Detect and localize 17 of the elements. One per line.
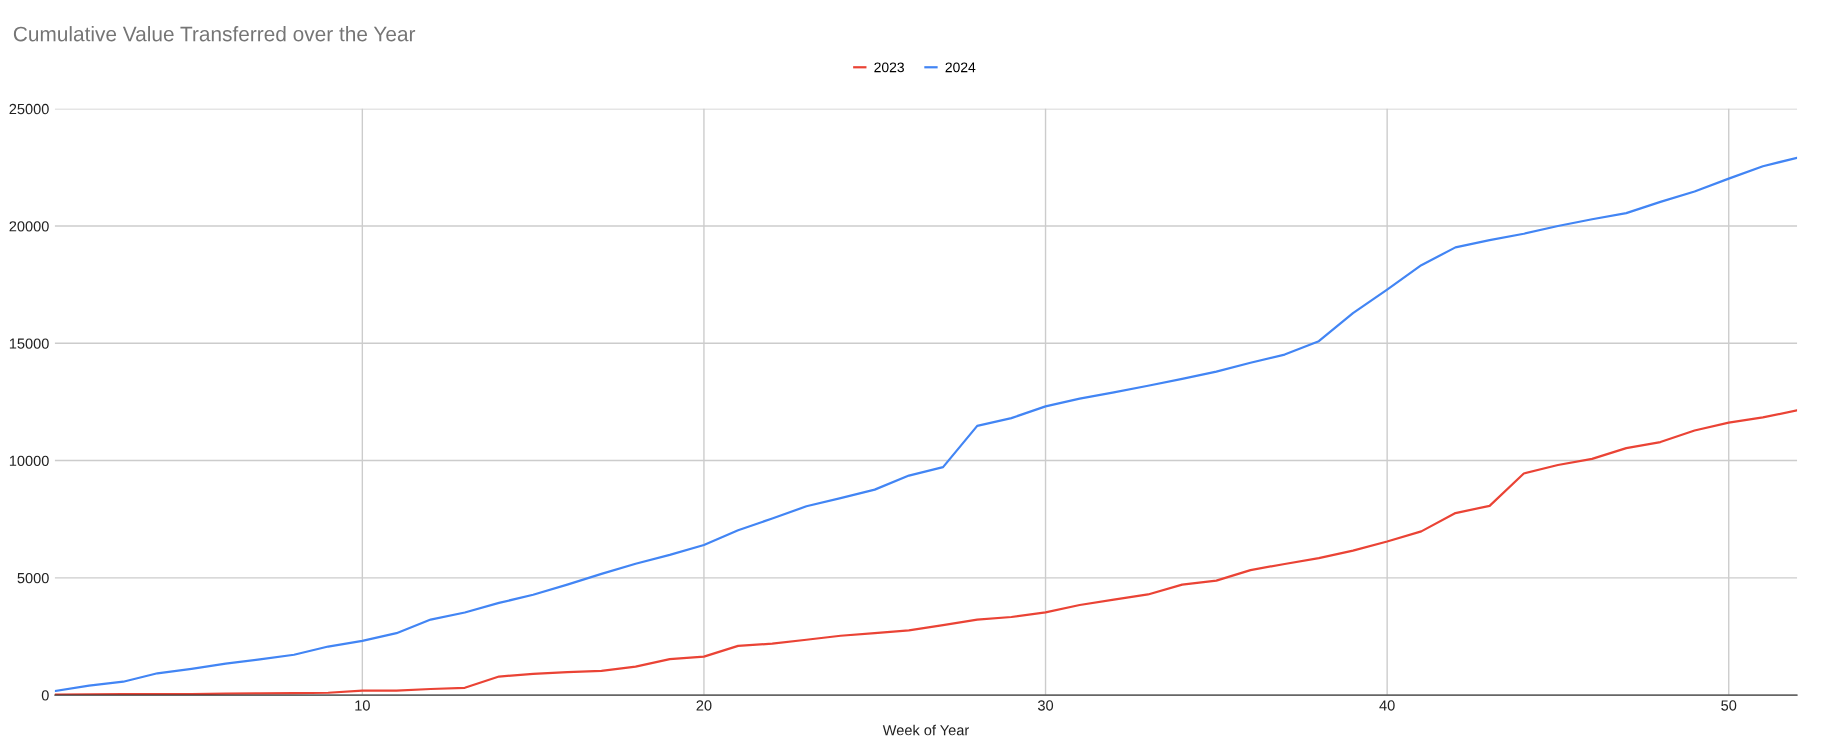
chart-title: Cumulative Value Transferred over the Year bbox=[13, 26, 416, 42]
y-tick-label: 0 bbox=[41, 690, 49, 701]
line-series bbox=[54, 409, 1798, 696]
x-tick-label: 20 bbox=[696, 700, 712, 711]
legend-label: 2024 bbox=[945, 62, 976, 73]
y-tick-label: 20000 bbox=[9, 221, 49, 232]
line-series bbox=[54, 156, 1798, 693]
legend-label: 2023 bbox=[874, 62, 904, 73]
x-tick-label: 50 bbox=[1721, 700, 1737, 711]
y-tick-label: 15000 bbox=[9, 338, 49, 349]
y-tick-label: 10000 bbox=[9, 455, 49, 466]
y-tick-label: 25000 bbox=[9, 103, 49, 115]
x-tick-label: 30 bbox=[1037, 700, 1054, 711]
x-tick-label: 40 bbox=[1379, 700, 1395, 711]
x-tick-label: 10 bbox=[355, 700, 370, 711]
x-axis-title: Week of Year bbox=[882, 724, 969, 736]
y-tick-label: 5000 bbox=[17, 572, 49, 584]
